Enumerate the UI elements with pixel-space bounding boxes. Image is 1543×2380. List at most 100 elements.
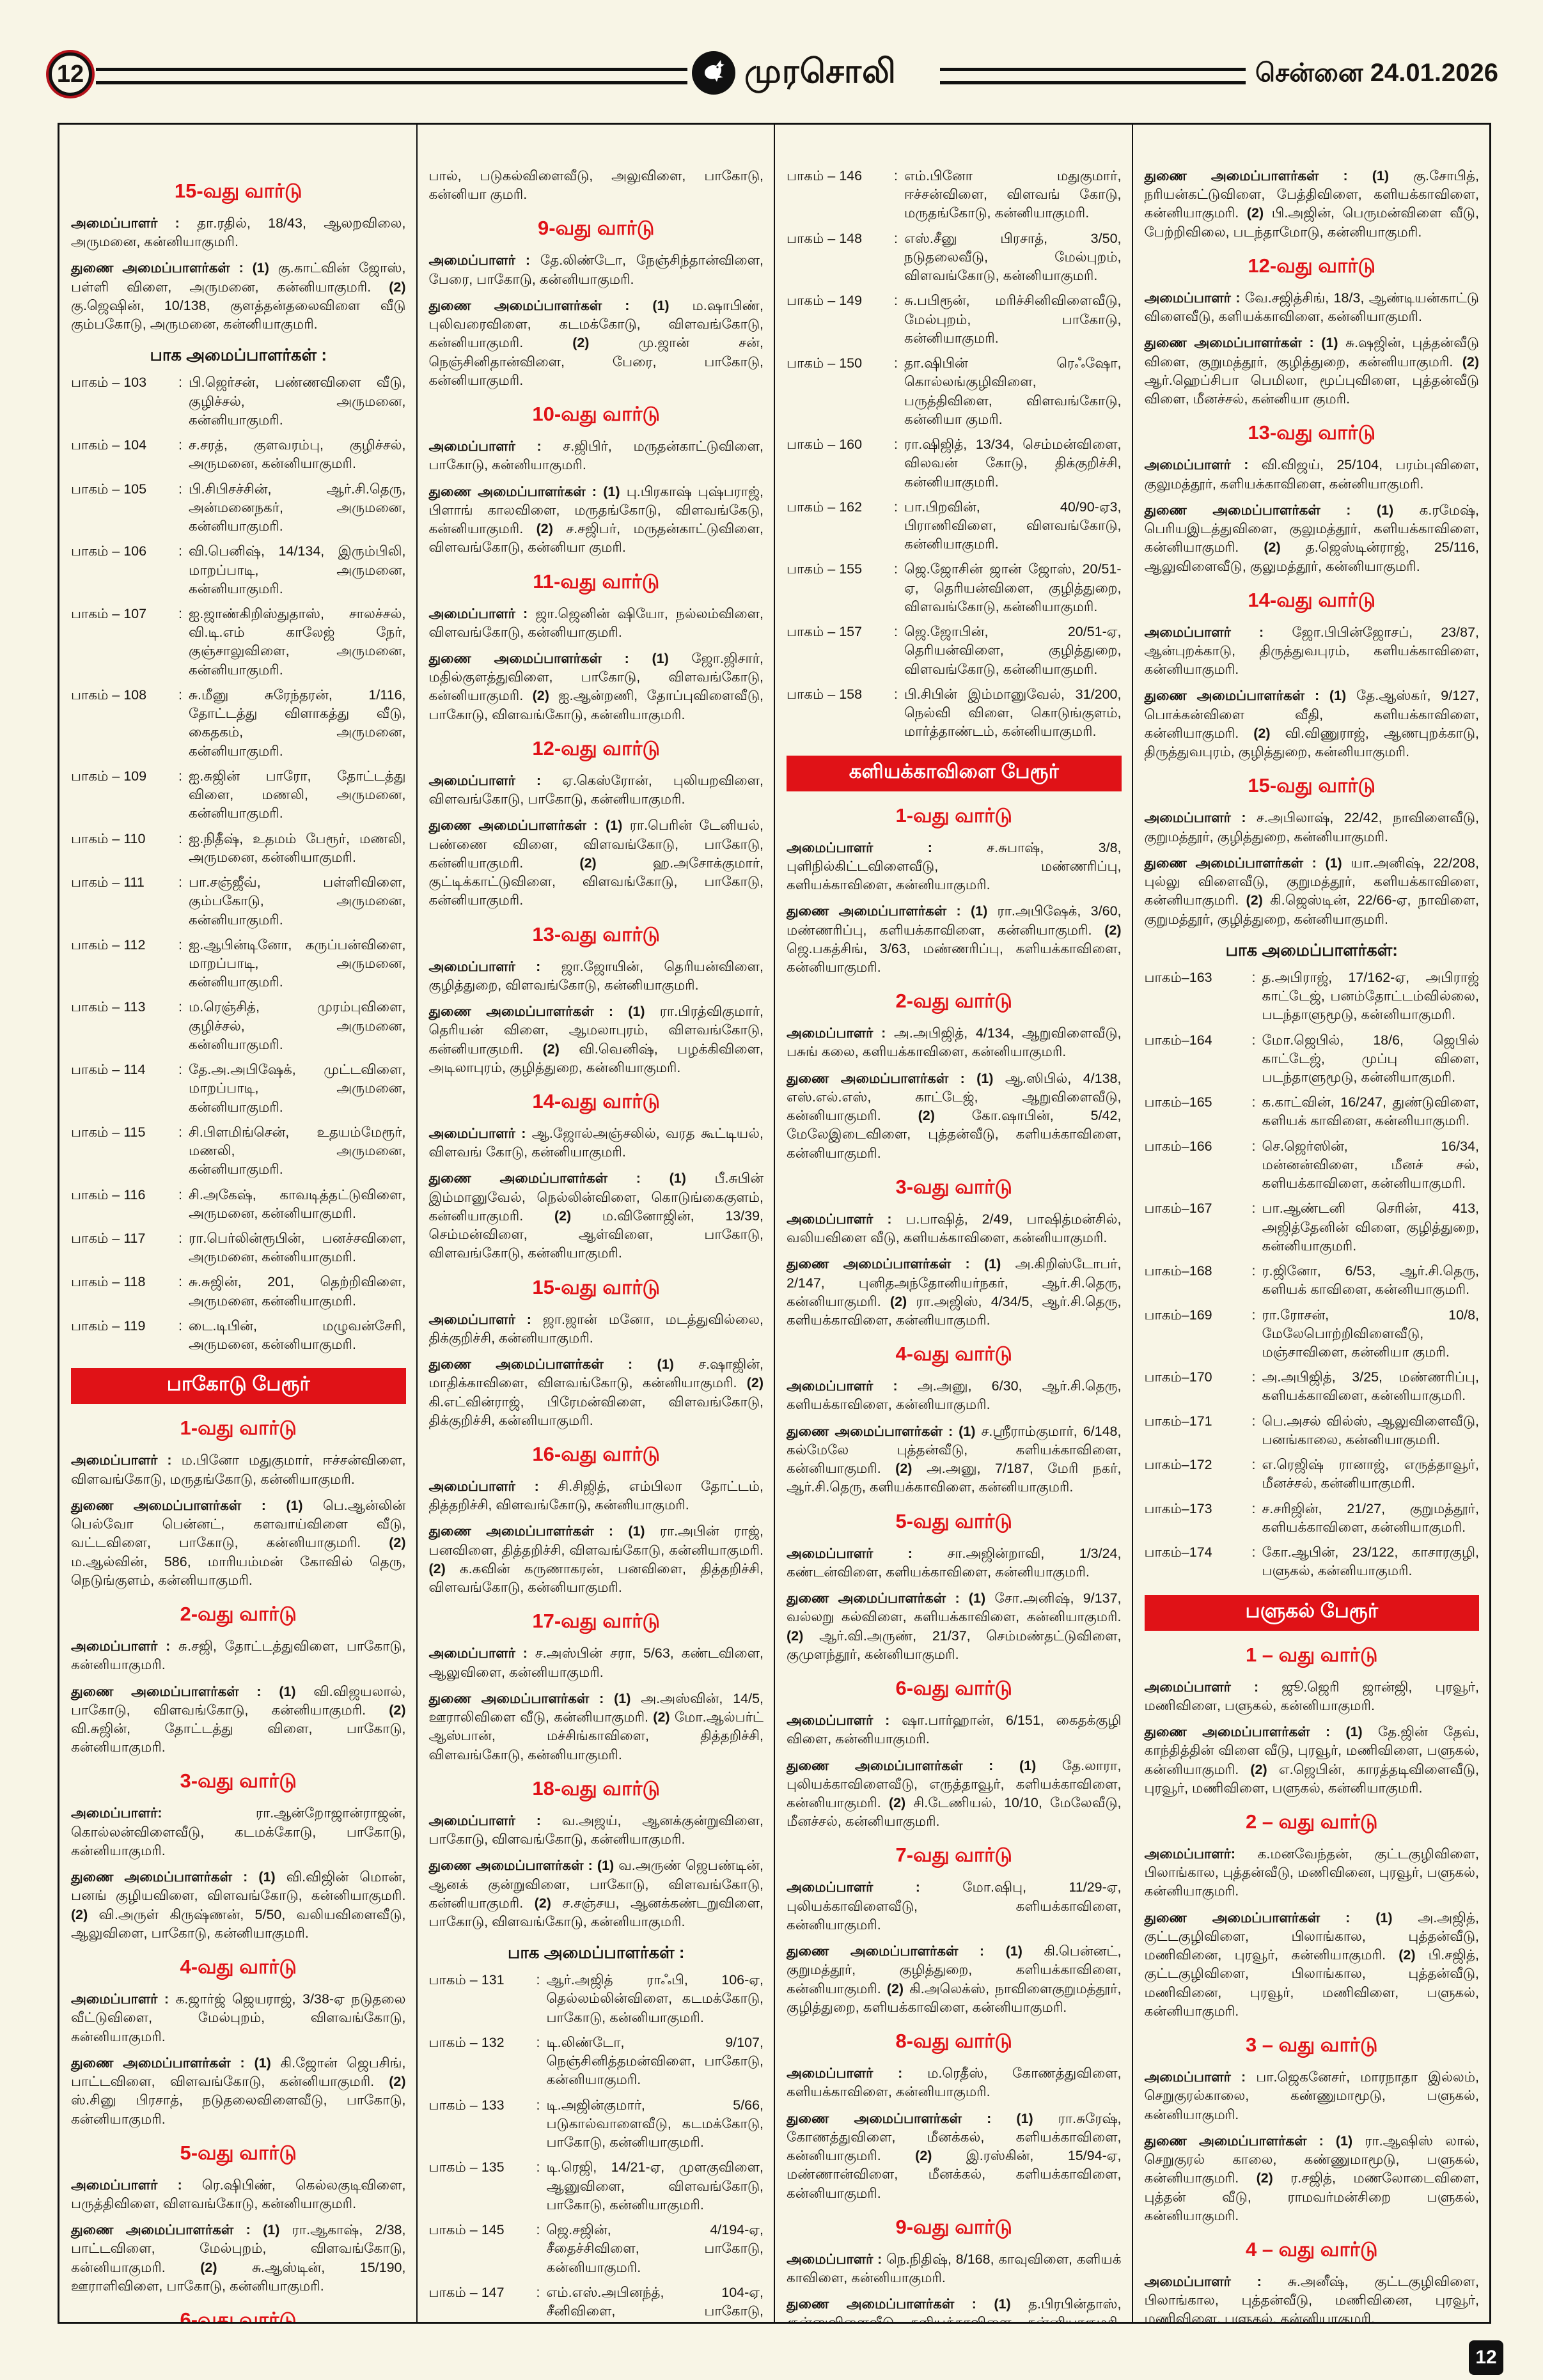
part-entry: பாகம் – 155: ஜெ.ஜோசின் ஜான் ஜோஸ், 20/51-ஏ… [787,560,1122,616]
body-paragraph: அமைப்பாளர் : ச.சுபாஷ், 3/8, புளிநில்கிட்… [787,839,1122,893]
part-entry: பாகம் – 113: ம.ரெஞ்சித், முரம்புவிளை, குழ… [71,998,406,1054]
part-entry: பாகம் – 106: வி.பெனிஷ், 14/134, இரும்பிலி… [71,542,406,598]
paragraph-lead: அமைப்பாளர் : [787,1378,898,1394]
part-entry-text: ச.சரத், குளவரம்பு, குழிச்சல், அருமனை, கன… [189,437,406,472]
paragraph-lead: துணை அமைப்பாளர்கள் : [428,1357,633,1373]
part-entry-text: ஐ.சுஜின் பாரோ, தோட்டத்து விளை, மணலி, அரு… [189,768,406,821]
ward-header: 1-வது வார்டு [895,804,1012,827]
part-entry-text: மோ.ஜெபில், 18/6, ஜெபில் காட்டேஜ், முப்பு… [1262,1032,1480,1085]
body-paragraph: துணை அமைப்பாளர்கள் : (1) ரா.பெரின் டேனிய… [428,818,764,908]
part-entry-text: ச.சரிஜின், 21/27, குறுமத்தூர், களியக்காவ… [1262,1500,1480,1535]
paragraph-lead: துணை அமைப்பாளர்கள் : [1144,168,1348,183]
paragraph-lead: அமைப்பாளர் : [428,253,531,268]
column-4: துணை அமைப்பாளர்கள் : (1) கு.சோபித், நரிய… [1131,125,1490,2322]
part-entry: பாகம்–168: ர.ஜினோ, 6/53, ஆர்.சி.தெரு, களி… [1145,1262,1480,1299]
part-entry: பாகம் – 133: டி.அஜின்குமார், 5/66, படுகால… [429,2096,764,2152]
body-paragraph: அமைப்பாளர் : ப.பாஷித், 2/49, பாஷித்மன்சி… [787,1211,1122,1246]
part-entry: பாகம் – 114: தே.அ.அபிஷேக், முட்டவிளை, மாற… [71,1061,406,1117]
part-entry-text: சு.பபிரூன், மரிச்சினிவிளைவீடு, மேல்புறம்… [904,293,1122,346]
ward-header: 2-வது வார்டு [895,990,1012,1013]
part-entry-text: அ.அபிஜித், 3/25, மண்ணரிப்பு, களியக்காவிள… [1262,1369,1480,1404]
paragraph-lead: அமைப்பாளர் : [428,772,542,788]
part-entry-number: பாகம் – 117 [71,1231,146,1247]
paragraph-lead: துணை அமைப்பாளர்கள் : [428,1523,614,1539]
paragraph-lead: துணை அமைப்பாளர்கள் : [428,1690,604,1706]
ward-header: 17-வது வார்டு [532,1610,661,1633]
ward-header: 2 – வது வார்டு [1245,1810,1378,1833]
part-entry-number: பாகம் – 145 [428,2222,505,2238]
body-paragraph: அமைப்பாளர்: க.மனவேந்தன், குட்டகுழிவிளை, … [1144,1846,1480,1899]
part-entry-text: பா.பிறவின், 40/90-ஏ3, பிராணிவிளை, விளவங்… [904,499,1122,552]
part-entry-number: பாகம் – 146 [787,168,863,183]
body-paragraph: அமைப்பாளர் : க.ஜார்ஜ் ஜெயராஜ், 3/38-ஏ நட… [71,1991,406,2044]
ward-header: 4-வது வார்டு [895,1342,1012,1365]
part-entry-text: த.அபிராஜ், 17/162-ஏ, அபிராஜ் காட்டேஜ், ப… [1262,969,1480,1023]
page-number: 12 [56,60,84,88]
body-paragraph: அமைப்பாளர் : அ.அபிஜித், 4/134, ஆறுவிளைவீ… [787,1025,1122,1060]
part-entry-text: வி.பெனிஷ், 14/134, இரும்பிலி, மாறப்பாடி,… [189,543,406,596]
paragraph-lead: துணை அமைப்பாளர்கள் : [71,260,244,276]
part-entry-number: பாகம்–173 [1144,1500,1212,1516]
part-entry: பாகம்–173: ச.சரிஜின், 21/27, குறுமத்தூர்,… [1145,1500,1480,1537]
part-entry-text: எ.ரெஜிஷ் ரானாஜ், எருத்தாவூர், மீனச்சல், … [1262,1457,1480,1491]
body-paragraph: அமைப்பாளர் : ஜோ.பிபின்ஜோசப், 23/87, ஆன்ப… [1144,624,1480,678]
ward-header: 11-வது வார்டு [533,570,660,593]
paragraph-lead: துணை அமைப்பாளர்கள் : [428,1171,641,1186]
body-paragraph: அமைப்பாளர் : பா.ஜெகனேசர், மாரநாதா இல்லம்… [1144,2069,1480,2122]
part-entry-text: டி.ரெஜி, 14/21-ஏ, முளகுவிளை, ஆனுவிளை, வி… [546,2159,764,2213]
part-entry-text: ரா.ஷிஜித், 13/34, செம்மன்விளை, விலவன் கோ… [904,437,1122,490]
ward-header: 14-வது வார்டு [1248,588,1376,611]
paragraph-lead: அமைப்பாளர் : [71,215,180,231]
ward-header: 5-வது வார்டு [180,2141,297,2164]
body-paragraph: அமைப்பாளர் : நெ.நிதிஷ், 8/168, காவுவிளை,… [787,2251,1122,2285]
ward-header: 15-வது வார்டு [1248,774,1376,797]
paragraph-lead: அமைப்பாளர் : [428,1125,526,1141]
body-paragraph: துணை அமைப்பாளர்கள் : (1) ம.ஷாபிண், புலிவ… [428,297,764,388]
page-header: 12 முரசொலி சென்னை 24.01.2026 [0,0,1543,121]
paragraph-lead: துணை அமைப்பாளர்கள் : [1144,1724,1331,1740]
body-paragraph: துணை அமைப்பாளர்கள் : (1) ரா.அபின் ராஜ், … [428,1523,764,1596]
body-paragraph: அமைப்பாளர் : ஜா.ஜோயின், தெரியன்விளை, குழ… [428,958,764,993]
paragraph-lead: அமைப்பாளர் : [71,1638,171,1654]
body-paragraph: துணை அமைப்பாளர்கள் : (1) கி.ஜோன் ஜெபசிங்… [71,2055,406,2127]
part-entry-number: பாகம் – 133 [428,2097,505,2113]
part-entry-number: பாகம்–174 [1144,1544,1212,1560]
paragraph-lead: அமைப்பாளர் : [71,2177,182,2193]
part-entry-text: தா.ஷிபின் ரெஃஷோ, கொல்லங்குழிவிளை, பருத்த… [904,355,1122,427]
part-entry-text: பி.சிபின் இம்மானுவேல், 31/200, நெல்வி வி… [904,686,1122,740]
paragraph-lead: துணை அமைப்பாளர்கள் : [71,1683,262,1699]
body-paragraph: துணை அமைப்பாளர்கள் : (1) ரா.அபிஷேக், 3/6… [787,903,1122,975]
part-entry: பாகம் – 108: சு.மீனு சுரேந்தரன், 1/116, த… [71,686,406,761]
body-paragraph: துணை அமைப்பாளர்கள் : (1) ரா.ஆகாஷ், 2/38,… [71,2222,406,2294]
part-entry-text: ஜெ.ஜோபின், 20/51-ஏ, தெரியன்விளை, குழித்த… [904,624,1122,677]
paragraph-lead: அமைப்பாளர் : [1144,2069,1246,2085]
paragraph-lead: அமைப்பாளர் : [787,2251,882,2267]
body-paragraph: அமைப்பாளர் : ம.பினோ மதுகுமார், ஈச்சன்விள… [71,1452,406,1487]
paragraph-lead: அமைப்பாளர் : [1144,2273,1262,2289]
part-entry-number: பாகம் – 155 [787,561,863,577]
paragraph-lead: துணை அமைப்பாளர்கள் : [428,297,630,313]
ward-header: 2-வது வார்டு [180,1603,297,1626]
paragraph-lead: அமைப்பாளர் : [1144,810,1246,826]
part-entry: பாகம் – 149: சு.பபிரூன், மரிச்சினிவிளைவீட… [787,292,1122,348]
part-entry: பாகம் – 110: ஐ.நிதீஷ், உதமம் பேரூர், மணலி… [71,830,406,867]
part-entry: பாகம் – 111: பா.சஞ்ஜீவ், பள்ளிவிளை, கும்ப… [71,873,406,929]
part-entry-text: கோ.ஆபின், 23/122, காசாரகுழி, பளுகல், கன்… [1262,1544,1480,1579]
body-paragraph: துணை அமைப்பாளர்கள் : (1) அ.அஸ்வின், 14/5… [428,1690,764,1762]
part-entry-number: பாகம் – 150 [787,355,863,371]
paragraph-lead: அமைப்பாளர் : [428,1479,539,1495]
paragraph-lead: துணை அமைப்பாளர்கள் : [71,1869,248,1885]
ward-header: 13-வது வார்டு [532,922,661,945]
part-entry-number: பாகம் – 111 [71,875,145,891]
paragraph-lead: துணை அமைப்பாளர்கள் : [428,818,599,834]
part-entry-text: ஜெ.ஜோசின் ஜான் ஜோஸ், 20/51-ஏ, தெரியன்விள… [904,561,1122,614]
body-paragraph: அமைப்பாளர் : ம.ரெதீஸ், கோணத்துவிளை, களிய… [787,2065,1122,2100]
paragraph-lead: துணை அமைப்பாளர்கள் : [1144,855,1317,871]
body-paragraph: அமைப்பாளர் : ஏ.கெஸ்ரோன், புலியறவிளை, விள… [428,772,764,807]
column-2: பால், படுகல்விளைவீடு, அலுவிளை, பாகோடு, க… [416,125,774,2322]
paragraph-lead: துணை அமைப்பாளர்கள் : [1144,2133,1324,2149]
part-entry: பாகம் – 162: பா.பிறவின், 40/90-ஏ3, பிராணி… [787,498,1122,554]
ward-header: 14-வது வார்டு [532,1089,661,1112]
paragraph-lead: அமைப்பாளர் : [1144,624,1264,640]
ward-header: 9-வது வார்டு [538,217,655,240]
